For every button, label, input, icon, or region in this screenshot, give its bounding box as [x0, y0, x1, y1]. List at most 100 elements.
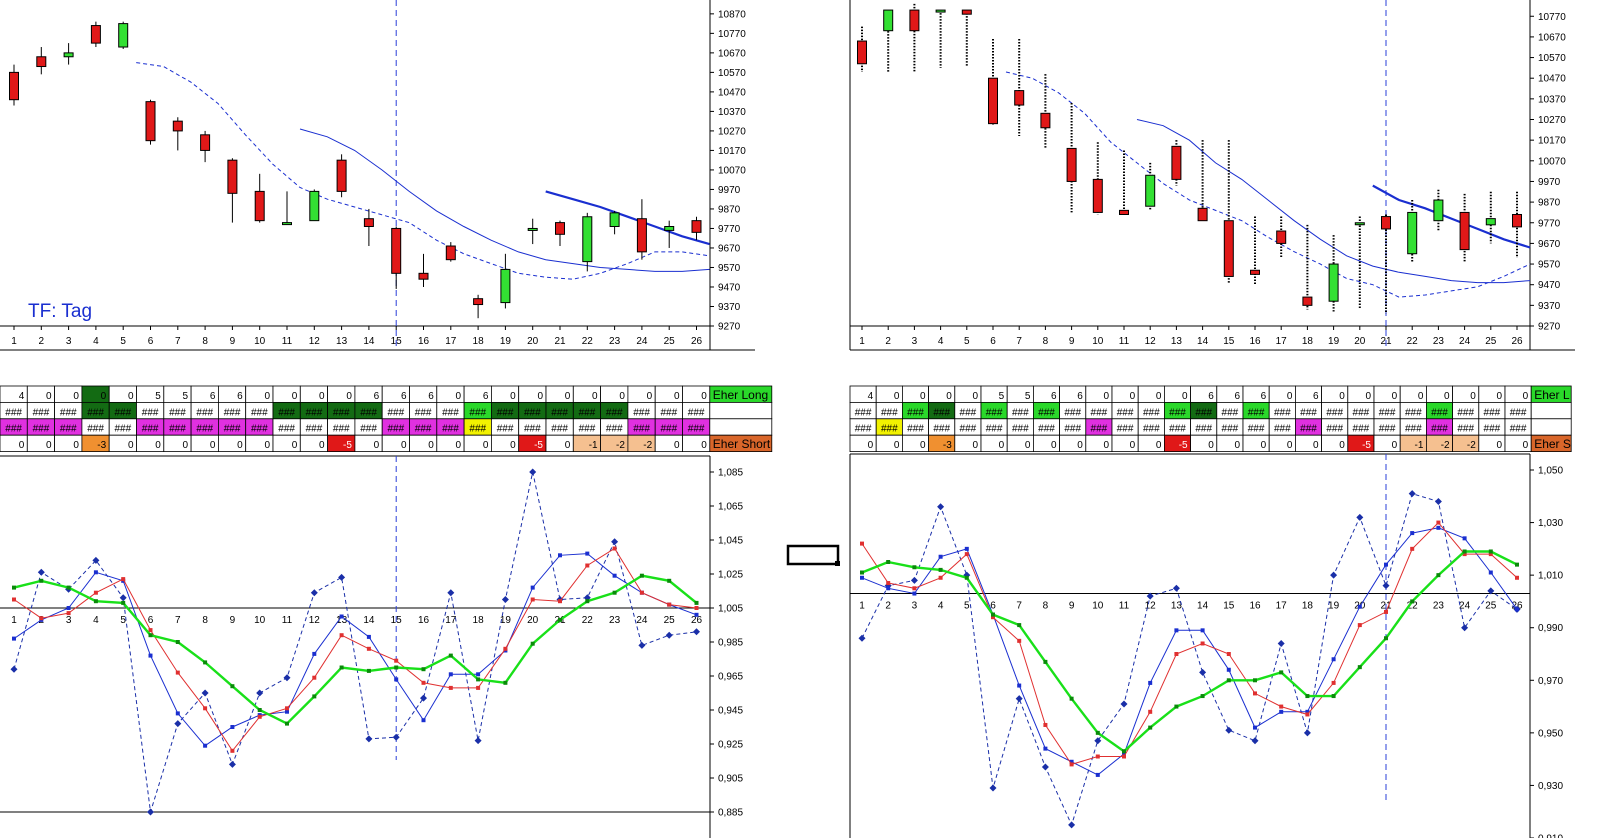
y-tick-label: 10570: [1538, 53, 1566, 64]
series-marker: [230, 725, 235, 729]
series-marker: [93, 599, 98, 604]
series-marker: [1305, 712, 1310, 717]
y-tick-label: 1,010: [1538, 571, 1563, 582]
y-tick-label: 9570: [718, 263, 741, 274]
x-tick-label: 23: [1433, 336, 1445, 347]
series-marker: [1277, 639, 1285, 647]
x-tick-label: 11: [1119, 336, 1130, 347]
x-tick-label: 19: [500, 615, 512, 626]
signal-cell-text: 0: [183, 440, 189, 451]
candle-body: [363, 218, 374, 228]
x-tick-label: 17: [1276, 336, 1288, 347]
signal-cell-text: ###: [251, 424, 268, 435]
candle-body: [145, 101, 156, 142]
signal-cell-text: ###: [551, 424, 568, 435]
y-tick-label: 9870: [1538, 198, 1561, 209]
candle-body: [1092, 178, 1103, 213]
series-marker: [1410, 531, 1415, 536]
x-tick-label: 11: [282, 615, 293, 626]
long-label: Eher Long: [713, 388, 768, 402]
series-marker: [694, 600, 699, 605]
ma-solid-line: [1136, 119, 1531, 284]
x-tick-label: 22: [1407, 601, 1419, 612]
signal-cell-text: 0: [428, 440, 434, 451]
signal-cell-text: 0: [46, 391, 52, 402]
x-tick-label: 15: [1223, 601, 1235, 612]
signal-cell-text: ###: [1195, 407, 1212, 418]
signal-cell-text: 0: [894, 440, 900, 451]
x-tick-label: 13: [336, 336, 348, 347]
candle-body: [1512, 213, 1522, 228]
candle-body: [691, 220, 702, 233]
x-tick-label: 10: [254, 615, 266, 626]
x-tick-label: 17: [445, 615, 457, 626]
y-tick-label: 1,030: [1538, 518, 1563, 529]
series-marker: [1488, 549, 1493, 554]
signal-cell-text: ###: [360, 407, 377, 418]
ma-dashed-line: [136, 62, 710, 280]
series-marker: [285, 721, 289, 726]
signal-cell-text: 0: [1392, 440, 1398, 451]
series-marker: [1488, 570, 1493, 575]
signal-cell-text: ###: [1300, 407, 1317, 418]
candle-body: [1459, 211, 1470, 251]
series-marker: [693, 628, 700, 636]
signal-cell-text: 0: [1156, 440, 1162, 451]
series-marker: [203, 706, 208, 711]
x-tick-label: 20: [527, 615, 539, 626]
signal-cell-text: 6: [1051, 391, 1057, 402]
series-marker: [991, 615, 995, 620]
series-marker: [175, 640, 180, 644]
series-marker: [938, 567, 943, 572]
signal-cell-text: 0: [1470, 391, 1476, 402]
x-tick-label: 16: [418, 615, 430, 626]
signal-cell-text: ###: [1091, 424, 1108, 435]
series-marker: [1226, 678, 1231, 683]
x-tick-label: 22: [582, 336, 594, 347]
series-marker: [886, 586, 891, 591]
series-marker: [148, 653, 153, 658]
x-tick-label: 11: [282, 336, 293, 347]
signal-cell-text: ###: [986, 424, 1003, 435]
series-marker: [1069, 762, 1074, 767]
series-marker: [1017, 623, 1022, 628]
x-tick-label: 14: [1197, 601, 1209, 612]
series-marker: [1200, 628, 1205, 633]
series-marker: [912, 591, 917, 596]
signal-cell-text: 0: [319, 391, 325, 402]
series-marker: [938, 554, 943, 559]
x-tick-label: 26: [691, 615, 703, 626]
series-marker: [421, 667, 426, 672]
candle-body: [445, 245, 456, 261]
signal-cell-text: -5: [1179, 440, 1188, 451]
signal-cell-text: ###: [306, 424, 323, 435]
x-tick-label: 10: [254, 336, 266, 347]
signal-cell-text: ###: [333, 424, 350, 435]
signal-cell-text: ###: [1064, 424, 1081, 435]
candle-body: [391, 227, 402, 274]
x-tick-label: 25: [1485, 601, 1497, 612]
series-marker: [448, 672, 453, 677]
candle-body: [636, 218, 647, 253]
signal-cell-text: 0: [19, 440, 25, 451]
x-tick-label: 17: [445, 336, 457, 347]
x-tick-label: 9: [230, 336, 236, 347]
signal-cell-text: 0: [1103, 391, 1109, 402]
signal-cell-text: 0: [101, 391, 107, 402]
candle-body: [118, 23, 129, 48]
signal-cell-text: 0: [1365, 391, 1371, 402]
series-marker: [1436, 520, 1441, 525]
signal-cell-text: 6: [210, 391, 216, 402]
signal-cell-text: 6: [401, 391, 407, 402]
x-tick-label: 8: [1043, 336, 1049, 347]
signal-cell-text: 0: [210, 440, 216, 451]
series-marker: [1226, 652, 1231, 656]
x-tick-label: 1: [11, 336, 17, 347]
signal-cell-text: ###: [33, 424, 50, 435]
x-tick-label: 22: [1407, 336, 1419, 347]
signal-cell-text: 0: [894, 391, 900, 402]
signal-cell-text: 0: [1339, 391, 1345, 402]
series-marker: [1356, 513, 1364, 521]
series-marker: [639, 590, 644, 595]
signal-cell-text: ###: [579, 424, 596, 435]
